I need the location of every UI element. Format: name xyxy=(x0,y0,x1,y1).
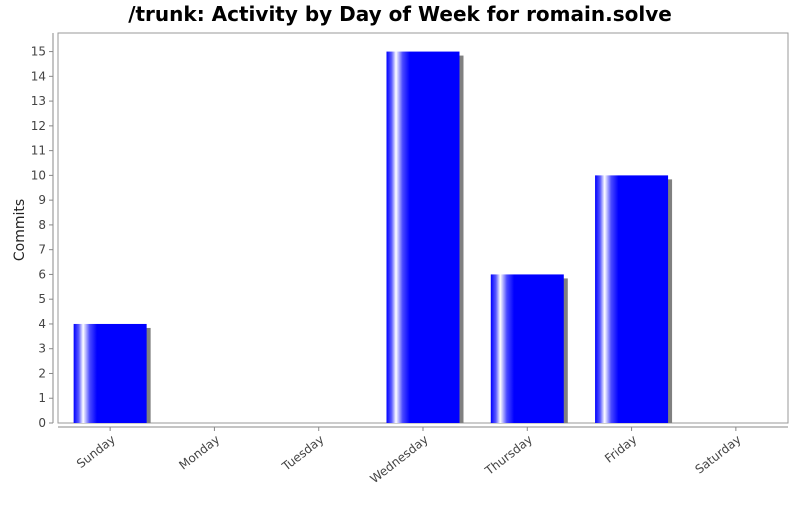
y-tick-label: 2 xyxy=(38,366,46,380)
y-axis-label: Commits xyxy=(12,199,28,261)
y-tick-label: 1 xyxy=(38,391,46,405)
x-tick-label: Thursday xyxy=(482,432,535,478)
bars xyxy=(73,51,673,423)
y-tick-label: 5 xyxy=(38,292,46,306)
x-tick-label: Tuesday xyxy=(279,432,327,474)
bar xyxy=(73,323,147,423)
bar xyxy=(595,175,669,423)
x-axis: Sunday Monday Tuesday Wednesday Thursday Frid… xyxy=(58,426,788,486)
chart-title: /trunk: Activity by Day of Week for roma… xyxy=(128,2,672,26)
x-tick-label: Saturday xyxy=(692,432,743,476)
bar xyxy=(490,274,564,423)
y-tick-label: 14 xyxy=(31,69,46,83)
x-tick-label: Sunday xyxy=(74,432,118,471)
y-tick-label: 3 xyxy=(38,342,46,356)
y-tick-label: 9 xyxy=(38,193,46,207)
x-tick-label: Wednesday xyxy=(367,432,430,486)
y-tick-label: 6 xyxy=(38,267,46,281)
x-tick-label: Friday xyxy=(602,432,639,465)
y-tick-label: 4 xyxy=(38,317,46,331)
y-tick-label: 8 xyxy=(38,218,46,232)
y-tick-label: 7 xyxy=(38,243,46,257)
y-tick-label: 15 xyxy=(31,45,46,59)
x-tick-label: Monday xyxy=(176,432,222,472)
y-tick-label: 11 xyxy=(31,144,46,158)
y-tick-label: 0 xyxy=(38,416,46,430)
y-tick-label: 10 xyxy=(31,168,46,182)
bar xyxy=(386,51,460,423)
y-tick-label: 13 xyxy=(31,94,46,108)
y-tick-label: 12 xyxy=(31,119,46,133)
